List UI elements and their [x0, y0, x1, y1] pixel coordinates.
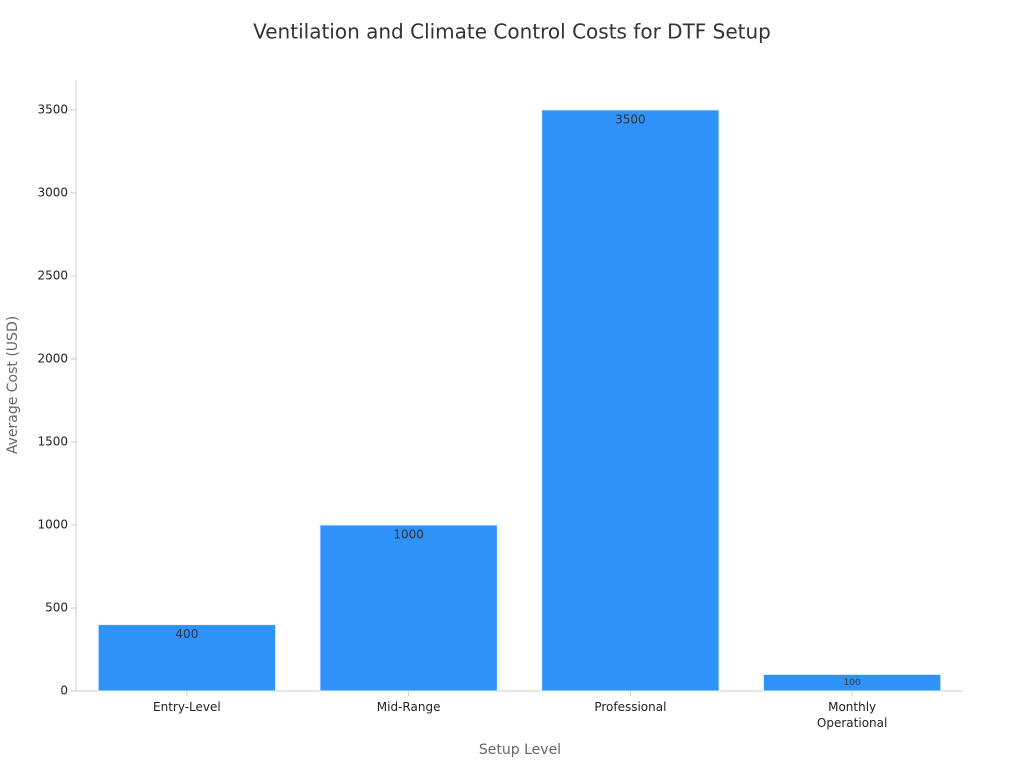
y-tick-label: 1000 [37, 517, 68, 531]
y-tick-label: 3000 [37, 185, 68, 199]
value-label: 3500 [615, 112, 646, 126]
y-tick-label: 0 [60, 684, 68, 698]
y-tick-label: 500 [45, 600, 68, 614]
x-axis-label: Setup Level [479, 742, 561, 758]
chart-title: Ventilation and Climate Control Costs fo… [253, 20, 771, 44]
y-tick-label: 3500 [37, 102, 68, 116]
value-label: 400 [175, 627, 198, 641]
y-tick-label: 2000 [37, 351, 68, 365]
x-tick-label: Professional [594, 700, 667, 714]
bar [97, 624, 277, 692]
y-tick-label: 2500 [37, 268, 68, 282]
bar [541, 109, 720, 692]
value-label: 1000 [393, 527, 424, 541]
x-tick-label: Monthly Operational [816, 700, 888, 730]
bar [319, 524, 498, 692]
x-tick-label: Entry-Level [153, 700, 221, 714]
value-label: 100 [844, 678, 861, 688]
bar [762, 673, 942, 692]
x-tick-label: Mid-Range [376, 700, 441, 714]
y-tick-label: 1500 [37, 434, 68, 448]
y-axis-label: Average Cost (USD) [5, 316, 21, 454]
